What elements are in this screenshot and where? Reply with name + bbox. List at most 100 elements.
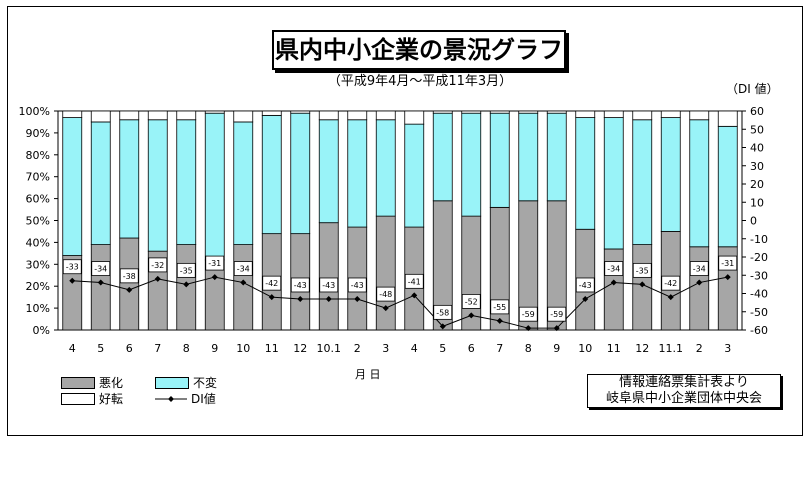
di-label-box	[119, 268, 139, 284]
bar-same	[204, 112, 225, 261]
left-tick-label: 90%	[26, 127, 50, 140]
di-point	[439, 323, 446, 330]
bar-good	[347, 110, 368, 121]
x-tick-label: 12	[293, 342, 307, 355]
source-note: 情報連絡票集計表より 岐阜県中小企業団体中央会	[587, 374, 781, 408]
x-axis-title: 月 日	[355, 368, 381, 381]
di-point	[240, 279, 247, 286]
x-tick-label: 2	[696, 342, 703, 355]
bar-good	[147, 110, 168, 121]
right-tick-label: 40	[750, 142, 764, 155]
di-label-box	[290, 277, 310, 293]
di-label-box	[575, 277, 595, 293]
bar-bad	[233, 244, 254, 331]
bar-bad	[90, 244, 111, 331]
di-data-label: -43	[351, 281, 364, 290]
right-tick-label: 30	[750, 160, 764, 173]
bar-same	[717, 125, 738, 248]
left-tick-label: 0%	[33, 324, 50, 337]
di-point	[411, 292, 418, 299]
bar-same	[147, 119, 168, 252]
di-point	[154, 275, 161, 282]
di-point	[610, 279, 617, 286]
x-tick-label: 5	[439, 342, 446, 355]
di-data-label: -43	[294, 281, 307, 290]
right-tick-label: 60	[750, 105, 764, 118]
right-tick-label: -40	[750, 288, 768, 301]
left-tick-label: 100%	[19, 105, 50, 118]
di-data-label: -43	[322, 281, 335, 290]
x-tick-label: 8	[525, 342, 532, 355]
bar-same	[461, 112, 482, 217]
x-tick-label: 10	[236, 342, 250, 355]
legend-label-di: DI値	[191, 392, 216, 406]
di-label-box	[91, 261, 111, 276]
di-point	[553, 325, 560, 332]
bar-good	[632, 110, 653, 121]
di-label-box	[689, 261, 709, 276]
legend-swatch-good	[61, 392, 95, 405]
di-data-label: -42	[265, 279, 278, 288]
bar-good	[261, 110, 282, 116]
di-line	[72, 276, 728, 329]
plot-area	[57, 110, 743, 331]
right-tick-label: 10	[750, 196, 764, 209]
bar-good	[90, 110, 111, 123]
right-tick-label: -50	[750, 306, 768, 319]
bar-same	[546, 112, 567, 202]
x-tick-label: 6	[126, 342, 133, 355]
bar-good	[689, 110, 710, 121]
di-label-box	[148, 257, 168, 273]
bar-good	[518, 110, 539, 114]
bar-same	[575, 117, 596, 230]
bar-same	[318, 119, 339, 224]
legend-item-same: 不変	[155, 374, 217, 391]
left-tick-label: 20%	[26, 280, 50, 293]
di-data-label: -31	[208, 259, 221, 268]
di-label-box	[661, 275, 681, 291]
di-label-box	[547, 306, 567, 322]
source-line-2: 岐阜県中小企業団体中央会	[605, 391, 762, 406]
di-label-box	[233, 261, 253, 276]
bar-same	[119, 119, 140, 239]
di-label-box	[62, 259, 82, 275]
di-data-label: -31	[721, 259, 734, 268]
di-label-box	[604, 261, 624, 276]
left-tick-label: 60%	[26, 193, 50, 206]
di-label-box	[205, 255, 225, 271]
di-label-box	[347, 277, 367, 293]
bar-same	[603, 117, 624, 250]
bar-good	[375, 110, 396, 121]
bar-same	[632, 119, 653, 245]
chart-title: 県内中小企業の景況グラフ	[272, 30, 566, 70]
di-point	[525, 325, 532, 332]
di-point	[724, 274, 731, 281]
right-tick-label: 50	[750, 123, 764, 136]
legend-label-good: 好転	[99, 392, 124, 406]
di-point	[325, 295, 332, 302]
di-data-label: -41	[408, 277, 421, 286]
bar-good	[489, 110, 510, 114]
x-tick-label: 4	[69, 342, 76, 355]
left-tick-label: 30%	[26, 258, 50, 271]
di-point	[126, 286, 133, 293]
bar-same	[660, 117, 681, 232]
bar-same	[90, 121, 111, 245]
x-tick-label: 6	[468, 342, 475, 355]
di-data-label: -34	[607, 265, 620, 274]
di-data-label: -38	[123, 272, 136, 281]
di-label-box	[718, 255, 738, 271]
bar-same	[176, 119, 197, 245]
bar-bad	[689, 246, 710, 331]
bar-same	[689, 119, 710, 248]
di-label-box	[461, 293, 481, 309]
di-label-box	[176, 262, 196, 278]
di-label-box	[433, 304, 453, 320]
legend-item-good: 好転	[61, 390, 123, 407]
x-tick-label: 11.1	[659, 342, 684, 355]
x-tick-label: 7	[496, 342, 503, 355]
di-label-box	[404, 273, 424, 289]
source-line-1: 情報連絡票集計表より	[619, 375, 749, 390]
bar-same	[489, 112, 510, 208]
